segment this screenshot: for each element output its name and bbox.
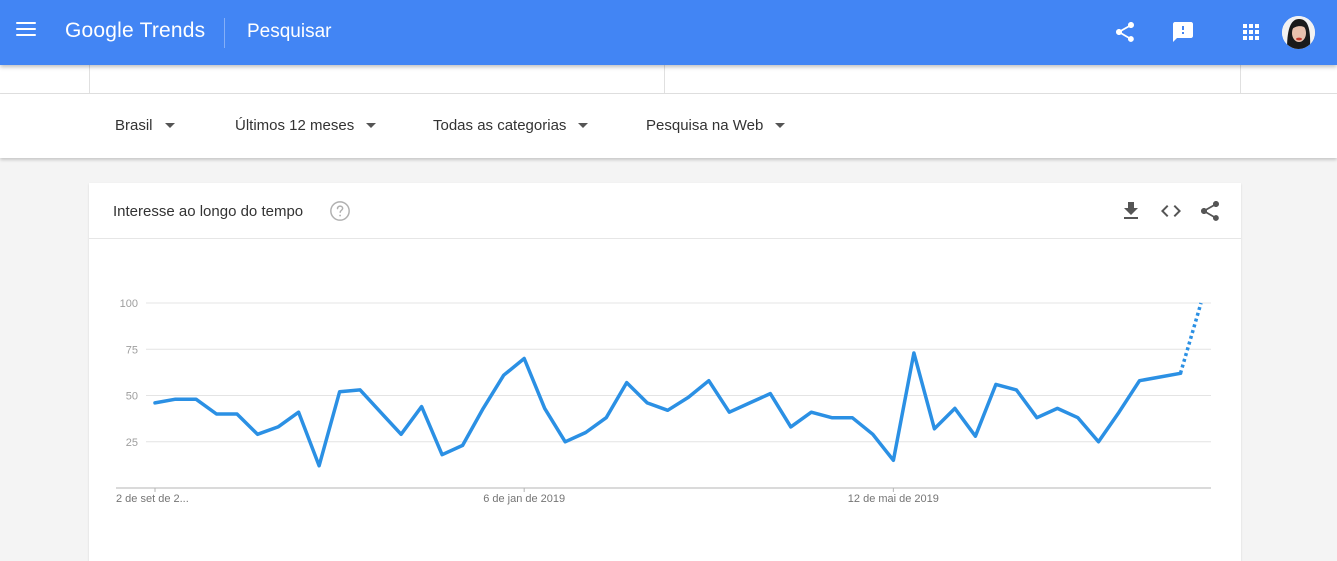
top-app-bar: Google Trends Pesquisar [0,0,1337,65]
interest-over-time-card: Interesse ao longo do tempo 25 50 75 100 2 d… [89,183,1241,561]
x-tick-label: 2 de set de 2... [116,493,189,505]
term-divider [89,65,90,94]
feedback-icon[interactable] [1171,20,1195,44]
y-tick-label: 50 [126,391,138,403]
comparison-terms-strip [0,65,1337,94]
x-tick-label: 12 de mai de 2019 [848,493,939,505]
series-line [153,351,1183,468]
y-tick-label: 75 [126,344,138,356]
download-icon[interactable] [1119,199,1143,223]
search-type-label: Pesquisa na Web [646,117,764,134]
card-header: Interesse ao longo do tempo [89,183,1241,239]
category-dropdown[interactable]: Todas as categorias [433,117,589,134]
interest-line-chart: 25 50 75 100 2 de set de 2... 6 de jan de 201… [116,298,1211,505]
card-title: Interesse ao longo do tempo [113,203,304,220]
dropdown-arrow-icon [578,122,589,128]
page-title: Pesquisar [247,21,332,42]
apps-icon[interactable] [1239,20,1263,44]
dropdown-arrow-icon [366,122,377,128]
x-tick-label: 6 de jan de 2019 [483,493,565,505]
period-dropdown[interactable]: Últimos 12 meses [235,117,377,134]
share-icon[interactable] [1113,20,1137,44]
period-label: Últimos 12 meses [235,117,355,134]
share-icon[interactable] [1198,199,1222,223]
logo-trends-text: Trends [139,19,206,42]
embed-icon[interactable] [1159,199,1183,223]
google-trends-logo[interactable]: Google Trends [65,19,205,43]
header-divider [224,18,225,48]
dropdown-arrow-icon [775,122,786,128]
category-label: Todas as categorias [433,117,567,134]
y-tick-label: 100 [120,298,138,310]
account-avatar[interactable] [1282,16,1315,49]
term-divider [664,65,665,94]
region-dropdown[interactable]: Brasil [115,117,175,134]
menu-icon[interactable] [16,22,36,42]
dropdown-arrow-icon [164,122,175,128]
series-partial-line [1178,302,1203,374]
logo-google-text: Google [65,19,134,42]
search-type-dropdown[interactable]: Pesquisa na Web [646,117,786,134]
term-divider [1240,65,1241,94]
help-icon[interactable] [329,200,351,222]
filter-bar: Brasil Últimos 12 meses Todas as categor… [0,94,1337,158]
region-label: Brasil [115,117,153,134]
y-tick-label: 25 [126,437,138,449]
